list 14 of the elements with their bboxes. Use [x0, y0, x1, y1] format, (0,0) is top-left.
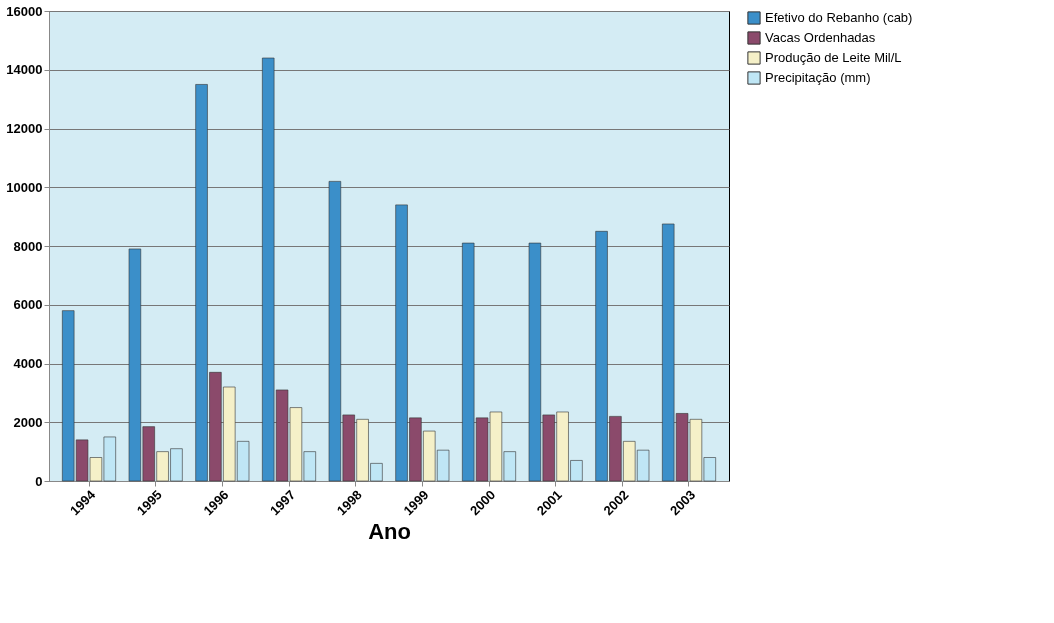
legend-label: Precipitação (mm) — [765, 70, 871, 85]
x-axis-title: Ano — [368, 519, 411, 545]
y-tick-label: 2000 — [13, 414, 43, 430]
legend-label: Efetivo do Rebanho (cab) — [765, 10, 913, 25]
legend-label: Vacas Ordenhadas — [765, 30, 876, 45]
y-tick-label: 0 — [35, 473, 43, 489]
y-tick-label: 14000 — [6, 62, 43, 78]
y-tick-label: 8000 — [13, 238, 43, 254]
y-tick-label: 12000 — [6, 121, 43, 136]
y-tick-label: 6000 — [13, 297, 43, 313]
y-tick-label: 16000 — [6, 3, 43, 19]
y-tick-label: 10000 — [6, 179, 43, 195]
y-tick-label: 4000 — [13, 356, 43, 371]
legend-label: Produção de Leite Mil/L — [765, 50, 902, 65]
